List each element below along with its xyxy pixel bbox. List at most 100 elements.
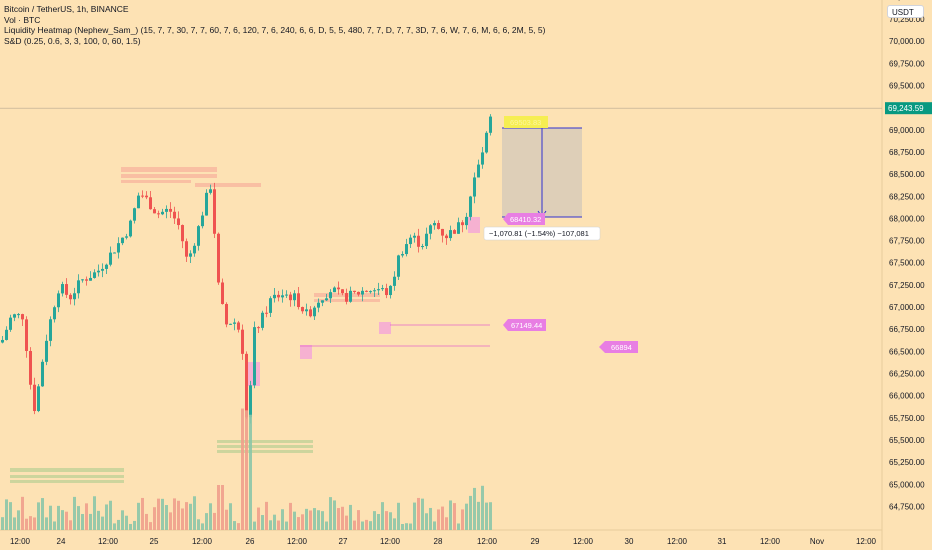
candle-body	[41, 361, 44, 387]
level1-label: 67149.44	[511, 321, 542, 330]
candle-body	[381, 288, 384, 290]
time-tick-label: 12:00	[573, 537, 594, 546]
candles	[1, 114, 492, 424]
candle-body	[153, 209, 156, 214]
volume-bar	[173, 498, 176, 530]
candle-body	[465, 216, 468, 226]
volume-bar	[129, 523, 132, 530]
volume-bars	[1, 408, 492, 530]
volume-bar	[349, 504, 352, 530]
time-tick-label: 12:00	[98, 537, 119, 546]
candle-body	[369, 291, 372, 293]
candle-body	[69, 294, 72, 300]
candle-body	[93, 272, 96, 278]
time-tick-label: 25	[150, 537, 159, 546]
candle-body	[377, 289, 380, 291]
volume-bar	[261, 515, 264, 530]
currency-button[interactable]: USDT	[887, 5, 924, 18]
candle-body	[21, 314, 24, 320]
time-tick-label: 26	[246, 537, 255, 546]
volume-bar	[409, 523, 412, 530]
volume-bar	[153, 507, 156, 530]
volume-bar	[417, 497, 420, 530]
candle-body	[261, 312, 264, 328]
price-tick-label: 68,250.00	[889, 192, 925, 201]
volume-bar	[5, 499, 8, 530]
volume-bar	[233, 521, 236, 530]
price-tick-label: 65,250.00	[889, 458, 925, 467]
price-tick-label: 70,000.00	[889, 37, 925, 46]
candle-body	[145, 195, 148, 198]
candle-body	[137, 195, 140, 209]
candle-body	[313, 307, 316, 317]
symbol-title[interactable]: Bitcoin / TetherUS, 1h, BINANCE	[4, 4, 129, 14]
volume-bar	[185, 502, 188, 530]
candle-body	[341, 289, 344, 294]
volume-bar	[301, 514, 304, 530]
volume-bar	[473, 487, 476, 530]
price-tick-label: 65,000.00	[889, 480, 925, 489]
candle-body	[77, 280, 80, 294]
time-tick-label: 12:00	[667, 537, 688, 546]
liquidity-heatmap-indicator[interactable]: Liquidity Heatmap (Nephew_Sam_) (15, 7, …	[4, 25, 546, 36]
volume-bar	[221, 485, 224, 530]
candle-body	[185, 241, 188, 257]
volume-bar	[113, 523, 116, 530]
volume-bar	[381, 502, 384, 530]
price-tick-label: 66,000.00	[889, 392, 925, 401]
volume-bar	[77, 506, 80, 530]
volume-bar	[9, 502, 12, 530]
volume-indicator[interactable]: Vol · BTC	[4, 14, 41, 25]
volume-bar	[253, 521, 256, 530]
candle-body	[213, 189, 216, 234]
volume-bar	[289, 502, 292, 530]
candle-body	[133, 208, 136, 221]
price-tick-label: 67,750.00	[889, 237, 925, 246]
candle-body	[457, 222, 460, 234]
candle-body	[477, 164, 480, 178]
candle-body	[101, 268, 104, 271]
volume-bar	[45, 517, 48, 530]
candle-body	[269, 298, 272, 313]
candle-body	[409, 237, 412, 245]
candle-body	[173, 211, 176, 219]
volume-bar	[373, 511, 376, 530]
candle-body	[29, 350, 32, 385]
volume-bar	[165, 505, 168, 530]
time-tick-label: 12:00	[10, 537, 31, 546]
candle-body	[109, 252, 112, 265]
demand-zone	[468, 217, 480, 233]
candle-body	[441, 228, 444, 236]
target-label: 69503.83	[510, 118, 541, 127]
time-tick-label: 28	[434, 537, 443, 546]
volume-bar	[429, 507, 432, 530]
volume-bar	[33, 517, 36, 530]
candle-body	[365, 290, 368, 292]
volume-bar	[125, 515, 128, 530]
candle-body	[17, 314, 20, 316]
volume-bar	[485, 502, 488, 530]
candle-body	[97, 270, 100, 273]
price-tick-label: 66,250.00	[889, 370, 925, 379]
candle-body	[113, 252, 116, 254]
candle-body	[321, 300, 324, 303]
candle-body	[361, 290, 364, 295]
candle-body	[393, 276, 396, 286]
candle-body	[453, 230, 456, 234]
volume-bar	[265, 501, 268, 530]
measure-tooltip-bg	[483, 226, 601, 241]
candle-body	[485, 132, 488, 153]
time-tick-label: 31	[718, 537, 727, 546]
candle-body	[81, 279, 84, 281]
candle-body	[49, 319, 52, 341]
candle-body	[217, 233, 220, 283]
candle-body	[5, 329, 8, 340]
candle-body	[289, 294, 292, 301]
volume-bar	[281, 509, 284, 530]
volume-bar	[401, 523, 404, 530]
snd-indicator[interactable]: S&D (0.25, 0.6, 3, 3, 100, 0, 60, 1.5)	[4, 35, 141, 46]
time-tick-label: 29	[531, 537, 540, 546]
volume-bar	[205, 513, 208, 530]
candle-body	[237, 322, 240, 330]
